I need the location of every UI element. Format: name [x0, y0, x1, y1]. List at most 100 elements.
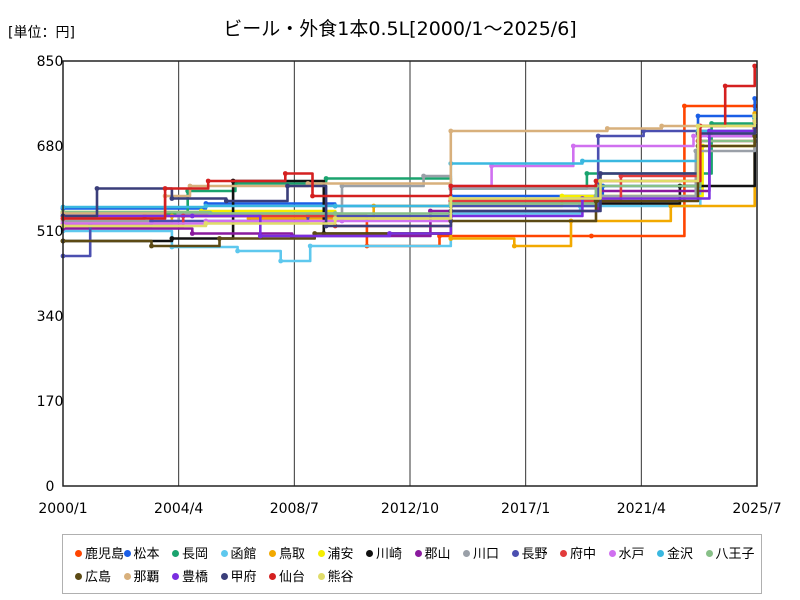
y-tick-label: 510 [37, 224, 64, 240]
data-point [307, 243, 313, 249]
y-tick-label: 0 [46, 479, 55, 495]
legend-item: 川崎 [366, 543, 402, 562]
data-point [217, 236, 222, 241]
plot-border [62, 60, 758, 487]
x-axis-ticks: 2000/1 2004/4 2008/7 2012/10 2017/1 2021/4 202… [38, 501, 781, 517]
y-axis-ticks: 0 170 340 510 680 850 [37, 54, 64, 495]
data-point [149, 243, 154, 249]
legend-marker [123, 573, 131, 580]
grid-lines [62, 61, 758, 486]
data-point [310, 193, 315, 199]
legend-marker [511, 550, 519, 557]
legend-item: 川口 [463, 543, 499, 562]
data-point [598, 171, 603, 176]
data-point [332, 203, 338, 209]
legend: 鹿児島 松本 長岡 函館 鳥取 浦安 川崎 郡山 川口 長野 府中 水戸 金沢 八王子 広島 那覇 豊橋 甲府 仙台… [62, 534, 762, 594]
data-point [189, 213, 195, 219]
data-point [169, 236, 175, 241]
legend-label: 郡山 [424, 547, 451, 562]
data-point [223, 198, 229, 204]
y-tick-label: 170 [37, 394, 64, 410]
data-point [580, 158, 585, 164]
data-point [448, 196, 454, 201]
legend-label: 那覇 [133, 570, 160, 585]
data-point [659, 123, 665, 129]
data-point [682, 103, 687, 109]
legend-marker [75, 573, 82, 580]
data-point [205, 178, 211, 184]
legend-item: 金沢 [657, 543, 693, 562]
legend-item: 八王子 [705, 543, 755, 562]
data-point [695, 113, 701, 119]
legend-item: 府中 [560, 543, 596, 562]
data-point [169, 196, 175, 201]
legend-item: 郡山 [414, 543, 451, 562]
data-point [589, 233, 594, 239]
data-point [584, 171, 590, 176]
x-tick-label: 2012/10 [381, 501, 439, 517]
legend-label: 松本 [133, 547, 160, 562]
legend-marker [317, 573, 325, 580]
legend-marker [75, 550, 82, 557]
legend-marker [172, 573, 179, 580]
data-point [285, 183, 290, 189]
legend-marker [414, 550, 422, 557]
legend-marker [172, 550, 179, 557]
legend-label: 鳥取 [279, 547, 306, 562]
x-tick-label: 2017/1 [501, 501, 550, 517]
data-point [595, 133, 601, 139]
data-point [421, 173, 426, 179]
data-point [257, 233, 263, 239]
data-point [598, 178, 603, 184]
x-tick-label: 2000/1 [38, 501, 87, 517]
legend-label: 函館 [230, 547, 257, 562]
legend-marker [705, 550, 713, 557]
data-point [189, 231, 195, 236]
legend-marker [220, 550, 228, 557]
x-tick-label: 2021/4 [617, 501, 666, 517]
legend-label: 浦安 [327, 547, 354, 562]
y-tick-label: 680 [37, 139, 64, 155]
data-point [691, 133, 696, 139]
data-point [604, 126, 610, 131]
legend-marker [269, 550, 276, 557]
y-tick-label: 340 [37, 309, 64, 325]
legend-marker [269, 573, 276, 580]
data-point [593, 178, 599, 184]
x-tick-label: 2004/4 [154, 501, 203, 517]
legend-marker [366, 550, 373, 557]
legend-label: 豊橋 [182, 570, 209, 585]
x-tick-label: 2008/7 [270, 501, 319, 517]
legend-label: 熊谷 [327, 570, 354, 585]
legend-label: 鹿児島 [85, 547, 125, 562]
data-point [332, 211, 338, 216]
chart-title: ビール・外食1本0.5L[2000/1～2025/6] [223, 18, 577, 40]
legend-item: 浦安 [317, 543, 354, 562]
legend-label: 府中 [570, 547, 597, 562]
legend-label: 広島 [85, 570, 112, 585]
legend-item: 水戸 [608, 543, 645, 562]
legend-label: 長野 [521, 547, 548, 562]
legend-marker [123, 550, 131, 557]
legend-marker [657, 550, 664, 557]
legend-item: 鹿児島 [75, 543, 124, 562]
data-point [278, 258, 284, 264]
legend-marker [560, 550, 567, 557]
legend-item: 広島 [75, 566, 111, 585]
x-tick-label: 2025/7 [732, 501, 781, 517]
data-point [722, 83, 728, 89]
unit-label: [単位：円] [8, 25, 75, 41]
legend-label: 八王子 [715, 547, 755, 562]
legend-label: 川口 [473, 547, 500, 562]
series-lines [60, 63, 758, 264]
legend-item: 長野 [511, 543, 548, 562]
legend-item: 熊谷 [317, 566, 354, 585]
data-point [511, 243, 517, 249]
data-point [94, 186, 100, 191]
legend-label: 水戸 [618, 547, 645, 562]
data-point [203, 203, 209, 209]
legend-item: 鳥取 [269, 543, 305, 562]
legend-marker [220, 573, 228, 580]
legend-item: 豊橋 [172, 566, 208, 585]
